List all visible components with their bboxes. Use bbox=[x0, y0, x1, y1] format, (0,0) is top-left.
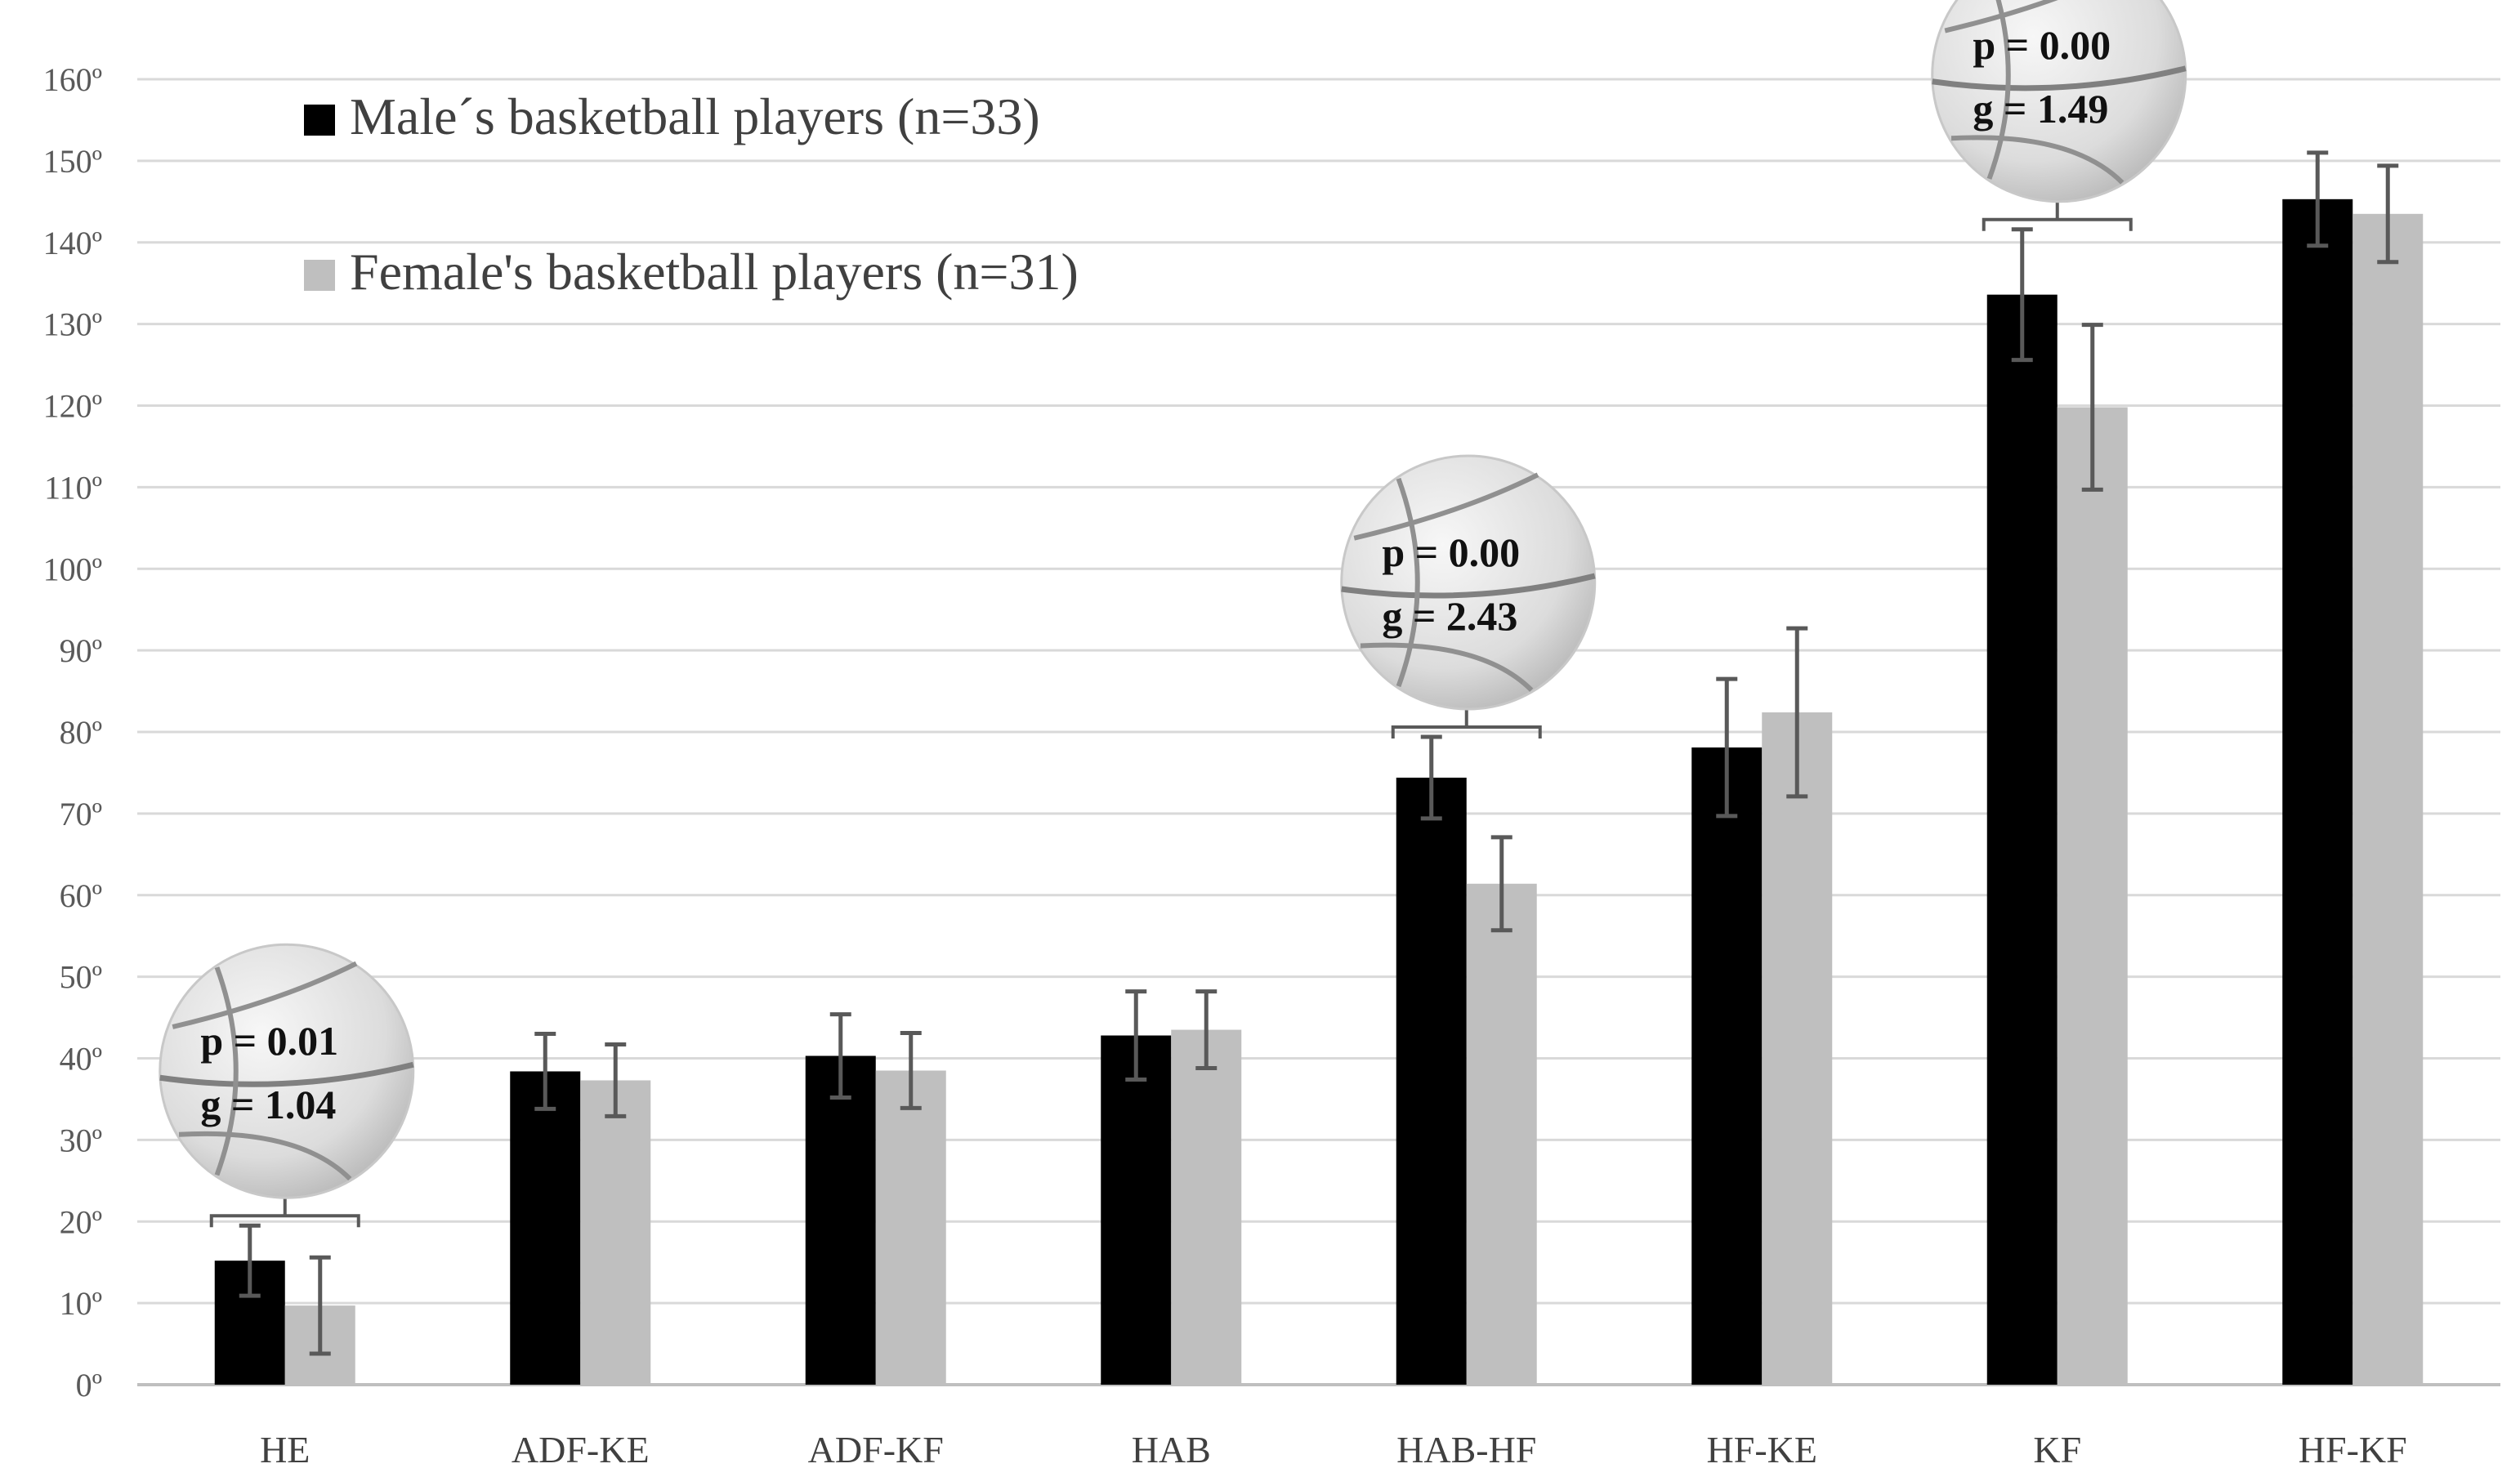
bar-male bbox=[805, 1055, 876, 1385]
bar-female bbox=[1171, 1029, 1242, 1385]
y-tick-label: 40º bbox=[60, 1041, 102, 1078]
legend-label-male: Male´s basketball players (n=33) bbox=[350, 87, 1040, 145]
legend-swatch-female bbox=[304, 260, 335, 291]
y-tick-label: 100º bbox=[43, 551, 102, 587]
x-tick-label: HAB bbox=[1132, 1429, 1211, 1470]
bar-male bbox=[1691, 747, 1763, 1385]
significance-bracket bbox=[1982, 217, 2133, 231]
y-tick-label: 130º bbox=[43, 306, 102, 343]
basketball-seam bbox=[159, 1061, 414, 1087]
bar-male bbox=[510, 1071, 581, 1385]
bar-female bbox=[2057, 407, 2128, 1385]
p-value-label: p = 0.01 bbox=[200, 1018, 338, 1064]
bar-male bbox=[1396, 777, 1467, 1385]
legend-swatch-male bbox=[304, 105, 335, 136]
bar-male bbox=[1986, 294, 2058, 1385]
basketball-icon bbox=[1340, 454, 1597, 711]
basketball-seam bbox=[172, 961, 358, 1029]
y-tick-label: 20º bbox=[60, 1203, 102, 1240]
y-tick-label: 0º bbox=[76, 1367, 102, 1403]
bar-male bbox=[2282, 199, 2353, 1385]
y-tick-label: 70º bbox=[60, 796, 102, 832]
effect-size-label: g = 1.04 bbox=[200, 1082, 336, 1127]
x-tick-label: HF-KF bbox=[2299, 1429, 2407, 1470]
basketball-seam bbox=[1396, 477, 1420, 688]
basketball-seam bbox=[214, 966, 239, 1176]
p-value-label: p = 0.00 bbox=[1382, 529, 1520, 575]
effect-size-label: g = 2.43 bbox=[1382, 593, 1517, 639]
y-tick-label: 60º bbox=[60, 877, 102, 914]
basketball-icon bbox=[1931, 0, 2187, 203]
basketball-seam bbox=[1986, 0, 2011, 180]
p-value-label: p = 0.00 bbox=[1973, 22, 2111, 68]
y-tick-label: 80º bbox=[60, 714, 102, 751]
y-tick-label: 140º bbox=[43, 225, 102, 261]
legend-label-female: Female's basketball players (n=31) bbox=[350, 243, 1079, 301]
bar-female bbox=[1762, 712, 1833, 1385]
y-tick-label: 50º bbox=[60, 959, 102, 996]
y-tick-label: 160º bbox=[43, 61, 102, 98]
y-tick-label: 10º bbox=[60, 1285, 102, 1322]
x-tick-label: ADF-KF bbox=[808, 1429, 944, 1470]
x-tick-label: HAB-HF bbox=[1396, 1429, 1536, 1470]
bar-female bbox=[1466, 883, 1537, 1385]
basketball-seam bbox=[1944, 0, 2058, 33]
x-tick-label: KF bbox=[2033, 1429, 2081, 1470]
y-tick-label: 90º bbox=[60, 632, 102, 669]
bar-female bbox=[875, 1070, 946, 1385]
y-tick-label: 120º bbox=[43, 388, 102, 425]
basketball-seam bbox=[1341, 573, 1596, 599]
basketball-seam bbox=[1932, 65, 2187, 91]
y-tick-label: 110º bbox=[44, 469, 102, 506]
x-tick-label: ADF-KE bbox=[512, 1429, 650, 1470]
basketball-seam bbox=[178, 1131, 352, 1181]
bar-male bbox=[1101, 1035, 1172, 1385]
bar-female bbox=[2352, 213, 2424, 1386]
x-tick-label: HE bbox=[260, 1429, 310, 1470]
y-tick-label: 30º bbox=[60, 1122, 102, 1158]
x-tick-label: HF-KE bbox=[1707, 1429, 1817, 1470]
basketball-seam bbox=[1360, 642, 1534, 692]
y-tick-label: 150º bbox=[43, 143, 102, 180]
bar-female bbox=[580, 1080, 651, 1385]
effect-size-label: g = 1.49 bbox=[1973, 86, 2108, 132]
basketball-icon bbox=[159, 943, 415, 1199]
basketball-seam bbox=[1353, 472, 1539, 541]
basketball-seam bbox=[1950, 135, 2125, 185]
